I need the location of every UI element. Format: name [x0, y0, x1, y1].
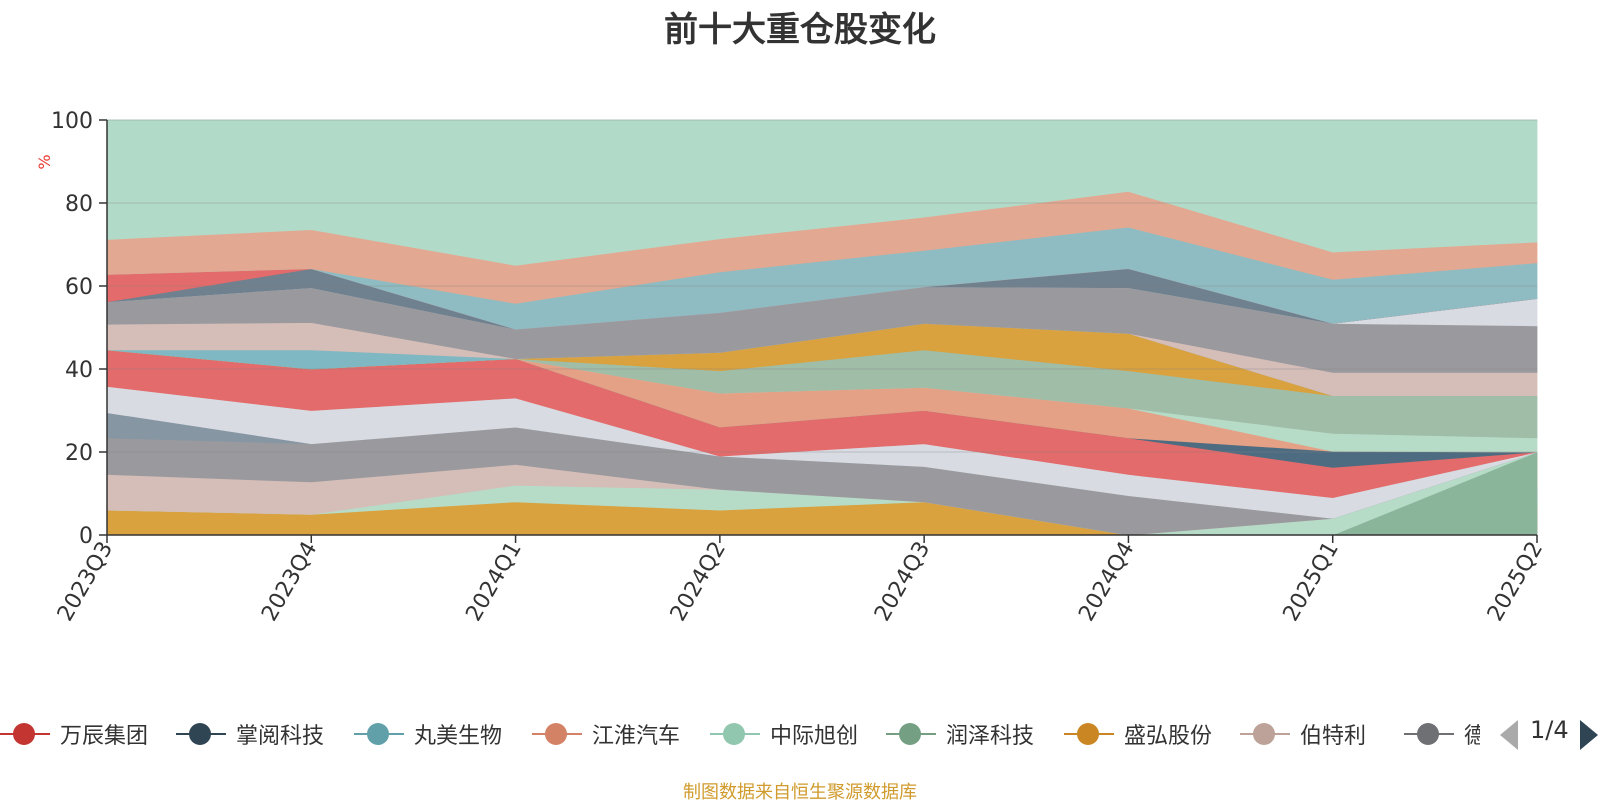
legend-item[interactable]: 伯特利: [1240, 714, 1366, 754]
legend-item[interactable]: 江淮汽车: [532, 714, 680, 754]
x-tick-label: 2023Q4: [257, 538, 322, 626]
legend: 万辰集团 掌阅科技 丸美生物 江淮汽车 中际旭创 润泽科技 盛弘股份 伯特利 德: [0, 714, 1480, 754]
y-tick-label: 80: [65, 192, 93, 217]
x-tick-label: 2024Q3: [870, 538, 935, 626]
x-tick-label: 2025Q1: [1279, 538, 1344, 626]
legend-label: 丸美生物: [414, 724, 503, 749]
legend-symbol-icon: [886, 714, 936, 754]
legend-symbol-icon: [1064, 714, 1114, 754]
legend-label: 润泽科技: [946, 724, 1035, 749]
legend-symbol-icon: [1404, 714, 1454, 754]
source-note: 制图数据来自恒生聚源数据库: [683, 782, 917, 803]
legend-label: 盛弘股份: [1124, 724, 1213, 749]
y-tick-label: 40: [65, 358, 93, 383]
legend-prev-page-button[interactable]: [1500, 720, 1518, 750]
y-tick-label: 100: [51, 109, 93, 134]
chart-title: 前十大重仓股变化: [664, 10, 936, 50]
y-tick-label: 60: [65, 275, 93, 300]
legend-symbol-icon: [710, 714, 760, 754]
x-tick-label: 2024Q4: [1074, 538, 1139, 626]
legend-label: 伯特利: [1300, 724, 1367, 749]
area-layers: [106, 119, 1538, 536]
y-tick-label: 0: [79, 524, 93, 549]
legend-symbol-icon: [532, 714, 582, 754]
legend-item[interactable]: 润泽科技: [886, 714, 1034, 754]
legend-pager: 1/4: [1500, 716, 1600, 752]
legend-item[interactable]: 盛弘股份: [1064, 714, 1212, 754]
legend-symbol-icon: [176, 714, 226, 754]
legend-label: 万辰集团: [60, 724, 149, 749]
legend-label: 德: [1464, 724, 1480, 749]
legend-item[interactable]: 万辰集团: [0, 714, 148, 754]
legend-item[interactable]: 掌阅科技: [176, 714, 324, 754]
x-tick-label: 2024Q1: [461, 538, 526, 626]
legend-page-indicator: 1/4: [1530, 716, 1569, 744]
chart-area: 0 20 40 60 80 100 2023Q3 2023Q4 2024Q1 2024Q2 2024…: [35, 109, 1548, 626]
legend-label: 江淮汽车: [592, 724, 681, 749]
legend-item[interactable]: 德: [1404, 714, 1480, 754]
x-tick-label: 2023Q3: [53, 538, 118, 626]
y-axis-unit-label: %: [35, 154, 54, 169]
grid-lines: [107, 119, 1537, 453]
legend-next-page-button[interactable]: [1580, 720, 1598, 750]
legend-item[interactable]: 丸美生物: [354, 714, 502, 754]
legend-item[interactable]: 中际旭创: [710, 714, 858, 754]
x-tick-label: 2025Q2: [1483, 538, 1548, 626]
legend-symbol-icon: [354, 714, 404, 754]
legend-symbol-icon: [1240, 714, 1290, 754]
y-tick-label: 20: [65, 441, 93, 466]
area-layer-26: [106, 119, 1538, 266]
legend-label: 中际旭创: [770, 724, 859, 749]
legend-label: 掌阅科技: [236, 724, 325, 749]
legend-symbol-icon: [0, 714, 50, 754]
x-tick-label: 2024Q2: [666, 538, 731, 626]
